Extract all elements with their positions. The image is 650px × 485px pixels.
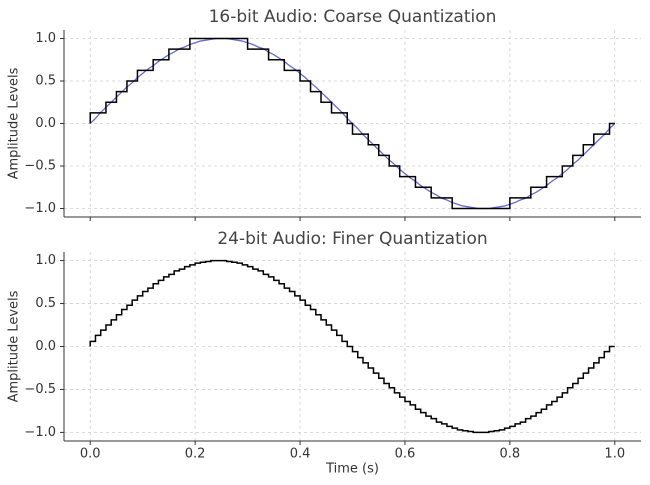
y-axis-label: Amplitude Levels: [7, 290, 22, 402]
y-axis-label: Amplitude Levels: [7, 67, 22, 179]
step-line: [89, 37, 615, 210]
y-tick-label: −0.5: [24, 382, 56, 397]
x-tick-label: 0.2: [185, 447, 206, 462]
x-tick-label: 0.4: [290, 447, 311, 462]
y-tick-label: 0.5: [35, 296, 56, 311]
y-tick-label: −1.0: [24, 201, 56, 216]
x-axis-label: Time (s): [325, 462, 379, 477]
chart-title: 16-bit Audio: Coarse Quantization: [209, 7, 497, 27]
x-tick-label: 0.8: [500, 447, 521, 462]
y-tick-label: 1.0: [35, 31, 56, 46]
y-tick-label: 1.0: [35, 253, 56, 268]
step-line: [89, 259, 615, 434]
y-tick-label: 0.0: [35, 116, 56, 131]
x-tick-label: 0.0: [80, 447, 101, 462]
y-tick-label: 0.0: [35, 339, 56, 354]
x-tick-label: 0.6: [395, 447, 416, 462]
x-tick-label: 1.0: [604, 447, 625, 462]
y-tick-label: 0.5: [35, 74, 56, 89]
chart-title: 24-bit Audio: Finer Quantization: [217, 229, 487, 249]
y-tick-label: −0.5: [24, 159, 56, 174]
y-tick-label: −1.0: [24, 425, 56, 440]
